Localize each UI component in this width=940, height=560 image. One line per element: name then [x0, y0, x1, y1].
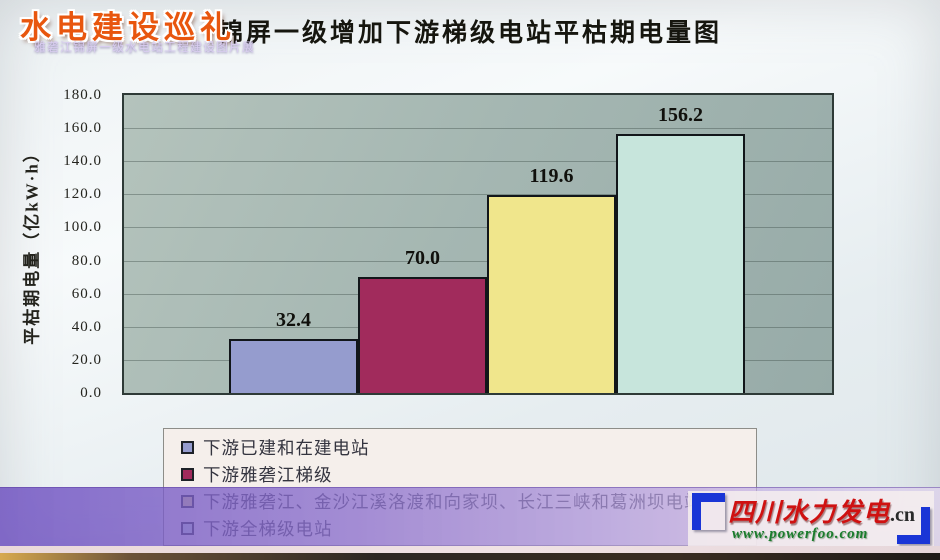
y-tick-label: 180.0 — [63, 87, 102, 103]
bar-value-label: 156.2 — [658, 104, 703, 127]
y-tick-label: 80.0 — [71, 252, 102, 269]
legend-swatch-icon — [181, 441, 194, 454]
photo-edge-strip — [0, 546, 940, 553]
gridline — [124, 260, 832, 262]
y-tick-label: 100.0 — [63, 219, 102, 236]
photo-edge-strip — [0, 553, 940, 560]
bar-4 — [616, 134, 745, 393]
corner-bracket-icon — [897, 507, 930, 544]
site-name-tld: .cn — [890, 504, 916, 526]
legend-row: 下游雅砻江梯级 — [181, 461, 756, 488]
y-tick-label: 140.0 — [63, 153, 102, 170]
legend-label: 下游雅砻江梯级 — [203, 465, 333, 485]
brand-title: 水电建设巡礼 — [20, 10, 236, 45]
y-tick-label: 60.0 — [71, 285, 102, 302]
bar-value-label: 119.6 — [529, 164, 574, 187]
bar-3 — [487, 195, 616, 393]
legend-row: 下游已建和在建电站 — [181, 434, 756, 461]
gridline — [124, 161, 832, 163]
site-name-text: 四川水力发电 — [728, 498, 891, 527]
chart-title: 锦屏一级增加下游梯级电站平枯期电量图 — [217, 20, 722, 47]
corner-bracket-icon — [692, 493, 725, 530]
gridline — [124, 227, 832, 229]
brand-subtitle: 雅砻江锦屏一级水电站工程建设图片展 — [34, 40, 256, 54]
legend-label: 下游已建和在建电站 — [203, 438, 370, 458]
site-logo: 四川水力发电.cn www.powerfoo.com — [688, 491, 934, 546]
y-axis-tick-labels: 180.0 160.0 140.0 120.0 100.0 80.0 60.0 40.0 20.… — [0, 87, 112, 401]
site-url: www.powerfoo.com — [732, 526, 869, 542]
y-tick-label: 20.0 — [71, 351, 102, 368]
gridline — [124, 128, 832, 130]
bar-value-label: 32.4 — [276, 309, 311, 332]
legend-swatch-icon — [181, 468, 194, 481]
y-tick-label: 160.0 — [63, 120, 102, 137]
bar-value-label: 70.0 — [405, 247, 440, 270]
y-tick-label: 120.0 — [63, 186, 102, 203]
bar-1 — [229, 339, 358, 393]
plot-area: 32.4 70.0 119.6 156.2 — [122, 93, 834, 395]
bar-2 — [358, 277, 487, 393]
y-tick-label: 0.0 — [80, 385, 102, 401]
y-tick-label: 40.0 — [71, 318, 102, 335]
gridline — [124, 194, 832, 196]
site-name: 四川水力发电.cn — [728, 492, 915, 529]
